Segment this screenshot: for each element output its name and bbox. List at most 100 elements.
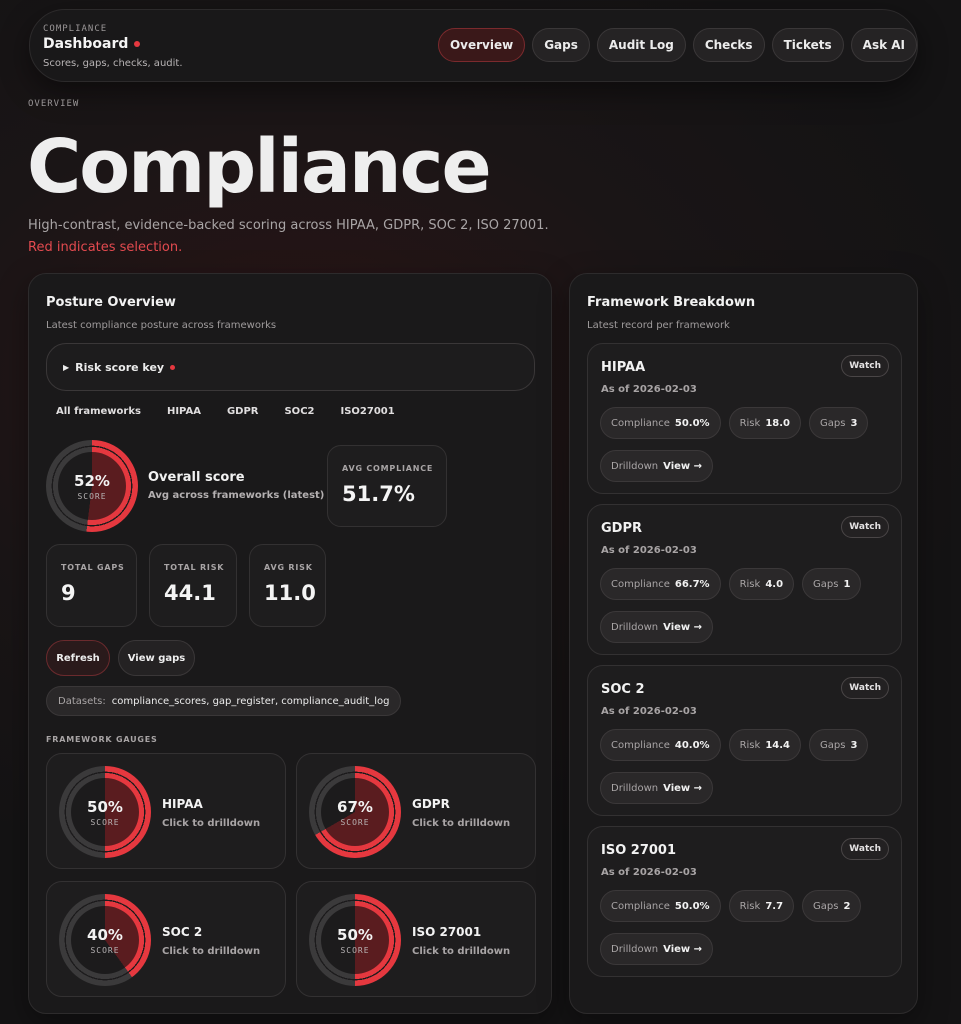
brand-subtitle: Scores, gaps, checks, audit.	[43, 58, 183, 69]
compliance-chip: Compliance 40.0%	[600, 729, 721, 761]
iso27001-gauge: 50% SCORE	[309, 894, 401, 986]
hero-description-text: High-contrast, evidence-backed scoring a…	[28, 218, 549, 233]
total-risk-card: TOTAL RISK 44.1	[149, 544, 237, 627]
nav-ask-ai[interactable]: Ask AI	[850, 28, 917, 62]
risk-score-key-label: Risk score key	[75, 360, 165, 374]
nav-checks[interactable]: Checks	[692, 28, 765, 62]
gaps-chip: Gaps 2	[802, 890, 862, 922]
drilldown-view-button[interactable]: Drilldown View →	[600, 450, 714, 482]
filter-all-frameworks[interactable]: All frameworks	[56, 406, 141, 417]
gaps-chip-label: Gaps	[813, 900, 839, 912]
watch-button[interactable]: Watch	[841, 838, 889, 860]
compliance-chip-value: 66.7%	[674, 578, 710, 590]
soc2-gauge-name: SOC 2	[162, 925, 203, 939]
framework-name: HIPAA	[601, 360, 646, 375]
compliance-chip: Compliance 66.7%	[600, 568, 721, 600]
brand-title-text: Dashboard	[43, 36, 129, 52]
gaps-chip-value: 2	[843, 900, 851, 912]
gaps-chip: Gaps 3	[809, 407, 869, 439]
gauge-card-soc2[interactable]: 40% SCORE SOC 2 Click to drilldown	[46, 881, 286, 997]
risk-chip-label: Risk	[739, 739, 761, 751]
drilldown-view-label: View →	[663, 460, 703, 472]
view-gaps-button[interactable]: View gaps	[118, 640, 195, 676]
gaps-chip-label: Gaps	[813, 578, 839, 590]
hipaa-gauge-hint: Click to drilldown	[162, 818, 261, 829]
compliance-chip-label: Compliance	[611, 739, 670, 751]
hero-description: High-contrast, evidence-backed scoring a…	[28, 215, 568, 259]
gauge-card-gdpr[interactable]: 67% SCORE GDPR Click to drilldown	[296, 753, 536, 869]
framework-as-of: As of 2026-02-03	[601, 867, 697, 878]
risk-score-key-toggle[interactable]: ▶ Risk score key	[46, 343, 535, 391]
nav-tickets[interactable]: Tickets	[771, 28, 844, 62]
filter-iso27001[interactable]: ISO27001	[340, 406, 395, 417]
filter-hipaa[interactable]: HIPAA	[166, 406, 201, 417]
iso27001-gauge-name: ISO 27001	[412, 925, 482, 939]
avg-risk-value: 11.0	[264, 581, 316, 605]
compliance-chip-label: Compliance	[611, 578, 670, 590]
compliance-chip-value: 40.0%	[674, 739, 710, 751]
drilldown-view-label: View →	[663, 943, 703, 955]
risk-chip-value: 4.0	[765, 578, 784, 590]
soc2-gauge-pct: 40%	[87, 925, 123, 944]
framework-filters: All frameworks HIPAA GDPR SOC2 ISO27001	[56, 406, 395, 417]
watch-button[interactable]: Watch	[841, 516, 889, 538]
refresh-button[interactable]: Refresh	[46, 640, 110, 676]
gauge-fill-sector	[57, 451, 127, 521]
drilldown-label: Drilldown	[611, 460, 659, 472]
framework-as-of: As of 2026-02-03	[601, 384, 697, 395]
soc2-gauge: 40% SCORE	[59, 894, 151, 986]
gdpr-gauge-label: SCORE	[340, 817, 370, 827]
drilldown-view-button[interactable]: Drilldown View →	[600, 611, 714, 643]
compliance-chip-value: 50.0%	[674, 417, 710, 429]
framework-as-of: As of 2026-02-03	[601, 706, 697, 717]
avg-compliance-label: AVG COMPLIANCE	[342, 464, 434, 473]
risk-chip-label: Risk	[739, 900, 761, 912]
main-nav: Overview Gaps Audit Log Checks Tickets A…	[437, 28, 917, 62]
drilldown-view-button[interactable]: Drilldown View →	[600, 772, 714, 804]
nav-overview[interactable]: Overview	[437, 28, 526, 62]
datasets-value: compliance_scores, gap_register, complia…	[111, 695, 390, 707]
drilldown-view-label: View →	[663, 782, 703, 794]
framework-as-of: As of 2026-02-03	[601, 545, 697, 556]
risk-key-dot-icon	[170, 364, 176, 370]
filter-gdpr[interactable]: GDPR	[226, 406, 259, 417]
breakdown-title: Framework Breakdown	[587, 295, 756, 310]
gdpr-gauge-pct: 67%	[337, 797, 373, 816]
filter-soc2[interactable]: SOC2	[284, 406, 315, 417]
avg-risk-card: AVG RISK 11.0	[249, 544, 326, 627]
nav-audit-log[interactable]: Audit Log	[596, 28, 686, 62]
total-risk-value: 44.1	[164, 581, 216, 605]
gaps-chip: Gaps 3	[809, 729, 869, 761]
gaps-chip-label: Gaps	[820, 739, 846, 751]
gauge-card-hipaa[interactable]: 50% SCORE HIPAA Click to drilldown	[46, 753, 286, 869]
drilldown-view-button[interactable]: Drilldown View →	[600, 933, 714, 965]
hero-description-red: Red indicates selection.	[28, 240, 183, 255]
risk-chip-value: 14.4	[765, 739, 790, 751]
framework-name: SOC 2	[601, 682, 645, 697]
total-gaps-value: 9	[61, 581, 76, 605]
watch-button[interactable]: Watch	[841, 677, 889, 699]
avg-risk-label: AVG RISK	[264, 563, 313, 572]
risk-chip-value: 18.0	[765, 417, 790, 429]
nav-gaps[interactable]: Gaps	[532, 28, 590, 62]
overall-score-gauge: 52% SCORE	[46, 440, 138, 532]
compliance-chip-value: 50.0%	[674, 900, 710, 912]
risk-chip: Risk 14.4	[728, 729, 801, 761]
datasets-label: Datasets:	[58, 695, 106, 707]
compliance-chip: Compliance 50.0%	[600, 407, 721, 439]
drilldown-label: Drilldown	[611, 943, 659, 955]
hipaa-gauge-name: HIPAA	[162, 797, 203, 811]
compliance-chip-label: Compliance	[611, 417, 670, 429]
framework-name: GDPR	[601, 521, 642, 536]
iso27001-gauge-label: SCORE	[340, 945, 370, 955]
hipaa-gauge-pct: 50%	[87, 797, 123, 816]
brand-eyebrow: COMPLIANCE	[43, 24, 108, 34]
risk-chip-value: 7.7	[765, 900, 784, 912]
soc2-gauge-label: SCORE	[90, 945, 120, 955]
posture-overview-panel: Posture Overview Latest compliance postu…	[28, 273, 552, 1014]
hipaa-gauge-label: SCORE	[90, 817, 120, 827]
watch-button[interactable]: Watch	[841, 355, 889, 377]
overall-score-label: SCORE	[77, 491, 107, 501]
risk-chip-label: Risk	[739, 578, 761, 590]
gauge-card-iso27001[interactable]: 50% SCORE ISO 27001 Click to drilldown	[296, 881, 536, 997]
